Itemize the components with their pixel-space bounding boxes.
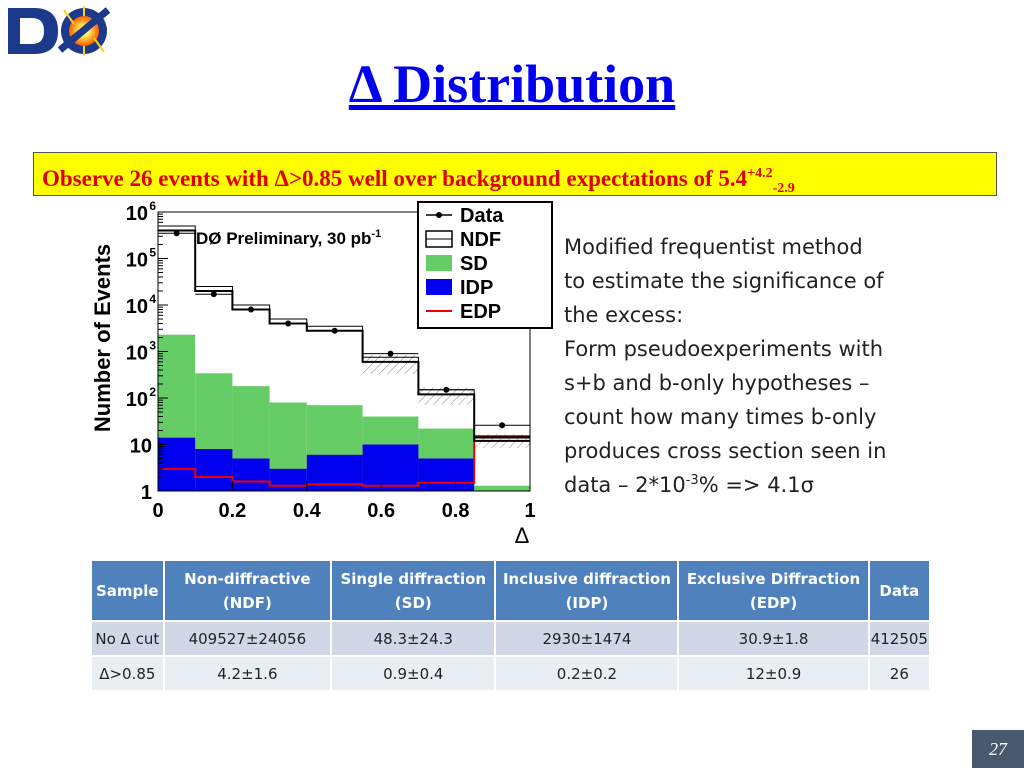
table-cell: 12±0.9: [678, 655, 870, 690]
data-point: [285, 320, 292, 327]
data-point: [173, 230, 180, 237]
y-tick-exponent: 4: [149, 292, 156, 306]
table-header-row: Sample Non-diffractive (NDF) Single diffra…: [92, 561, 932, 621]
data-point: [331, 327, 338, 334]
table-cell: 48.3±24.3: [331, 620, 497, 656]
legend-label: IDP: [460, 277, 493, 299]
table-cell: Δ>0.85: [92, 655, 165, 690]
data-point: [248, 306, 254, 313]
x-tick-label: 0.2: [218, 500, 246, 522]
table-cell: 0.2±0.2: [495, 655, 680, 690]
column-header: Data: [868, 561, 932, 621]
y-tick-exponent: 2: [149, 385, 156, 399]
highlight-box: Observe 26 events with Δ>0.85 well over …: [33, 152, 997, 196]
y-axis-label: Number of Events: [90, 244, 115, 432]
table-cell: 409527±24056: [163, 620, 333, 656]
table-cell: 26: [868, 655, 932, 690]
x-tick-label: 0: [152, 500, 163, 522]
legend-swatch-data-marker: [436, 212, 442, 218]
page-number: 27: [972, 730, 1024, 768]
data-point: [210, 291, 217, 298]
data-point: [499, 422, 506, 429]
y-tick-label: 10: [126, 296, 148, 318]
note-line: produces cross section seen in: [564, 439, 887, 463]
column-header: Non-diffractive (NDF): [163, 561, 333, 621]
legend-label: EDP: [460, 301, 501, 323]
idp-bar: [306, 454, 363, 491]
x-tick-label: 0.8: [442, 500, 470, 522]
y-tick-exponent: 6: [149, 199, 156, 213]
note-line-result: data – 2*10-3% => 4.1σ: [564, 473, 814, 497]
column-header: Single diffraction (SD): [331, 561, 497, 621]
legend-label: NDF: [460, 229, 501, 251]
idp-bar: [418, 458, 475, 491]
note-line: count how many times b-only: [564, 405, 877, 429]
y-tick-label: 1: [141, 482, 152, 504]
x-tick-label: 1: [524, 500, 535, 522]
idp-bar: [269, 468, 307, 491]
uncertainty-band: [418, 387, 475, 405]
table-body: No Δ cut 409527±24056 48.3±24.3 2930±1474 30…: [92, 620, 932, 690]
d0-experiment-logo: [8, 6, 111, 56]
x-tick-label: 0.6: [367, 500, 395, 522]
note-line: to estimate the significance of: [564, 269, 884, 293]
highlight-sup: +4.2: [747, 166, 773, 181]
data-point: [387, 350, 394, 357]
column-header: Sample: [92, 561, 165, 621]
idp-bar: [362, 444, 419, 491]
y-tick-label: 10: [130, 436, 152, 458]
y-tick-exponent: 3: [149, 339, 156, 353]
y-tick-label: 10: [126, 250, 148, 272]
plot-annotation: DØ Preliminary, 30 pb-1: [196, 228, 381, 248]
idp-bar: [158, 437, 196, 491]
legend-swatch-idp: [426, 279, 452, 295]
slide-title: Δ Distribution: [348, 54, 676, 114]
method-notes: Modified frequentist method to estimate t…: [564, 230, 1014, 502]
table-row: No Δ cut 409527±24056 48.3±24.3 2930±1474 30…: [92, 620, 932, 656]
sd-bar: [474, 485, 530, 491]
x-axis-label: Δ: [515, 523, 530, 548]
y-tick-label: 10: [126, 343, 148, 365]
legend-label: Data: [460, 205, 504, 227]
table-row: Δ>0.85 4.2±1.6 0.9±0.4 0.2±0.2 12±0.9 26: [92, 655, 932, 690]
note-line: Modified frequentist method: [564, 235, 863, 259]
highlight-sub: -2.9: [772, 181, 795, 196]
table-cell: 0.9±0.4: [331, 655, 497, 690]
column-header: Inclusive diffraction (IDP): [495, 561, 680, 621]
table-cell: 30.9±1.8: [678, 620, 870, 656]
ndf-line: [158, 229, 530, 442]
table-cell: 412505: [868, 620, 932, 656]
highlight-text: Observe 26 events with Δ>0.85 well over …: [42, 166, 748, 191]
column-header: Exclusive Diffraction (EDP): [678, 561, 870, 621]
legend-label: SD: [460, 253, 488, 275]
idp-bar: [232, 458, 270, 491]
idp-bar: [195, 449, 233, 491]
legend-swatch-sd: [426, 255, 452, 271]
y-tick-label: 10: [126, 203, 148, 225]
note-line: s+b and b-only hypotheses –: [564, 371, 870, 395]
table-cell: No Δ cut: [92, 620, 165, 656]
y-tick-exponent: 5: [149, 246, 156, 260]
table-cell: 4.2±1.6: [163, 655, 333, 690]
y-tick-label: 10: [126, 389, 148, 411]
x-tick-label: 0.4: [293, 500, 322, 522]
note-line: the excess:: [564, 303, 684, 327]
uncertainty-band: [362, 355, 419, 374]
results-table: Sample Non-diffractive (NDF) Single diffra…: [92, 561, 932, 690]
note-line: Form pseudoexperiments with: [564, 337, 884, 361]
data-point: [443, 386, 450, 393]
table-cell: 2930±1474: [495, 620, 680, 656]
